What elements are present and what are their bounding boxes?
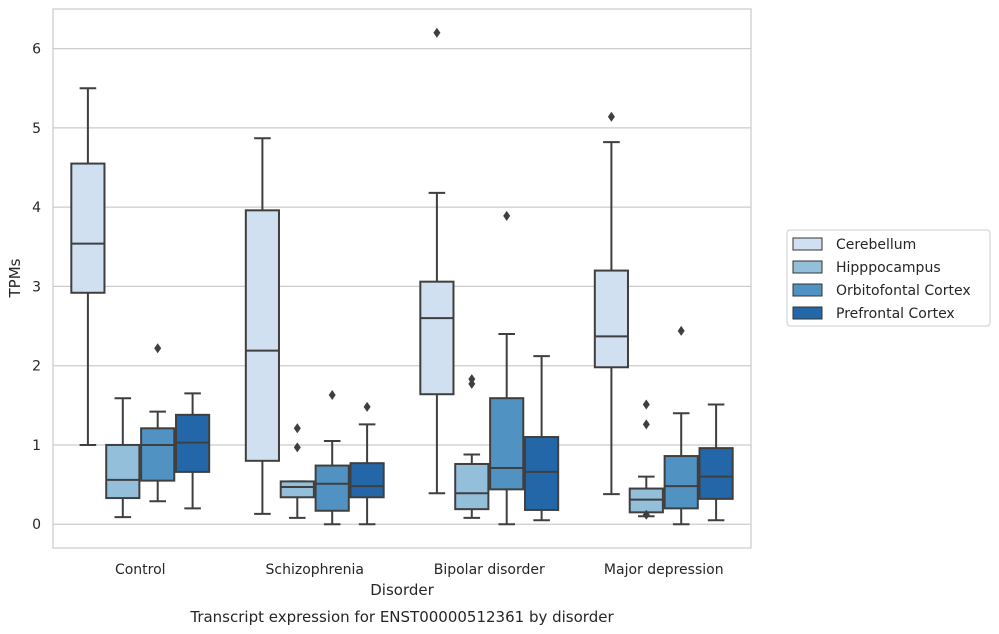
outlier-marker: [468, 374, 476, 385]
box: [489, 397, 525, 491]
y-axis: 0 1 2 3 4 5 6: [32, 42, 41, 534]
y-tick-label: 3: [32, 279, 41, 295]
box: [244, 209, 280, 462]
outlier-marker: [363, 401, 371, 412]
legend-label: Hipppocampus: [836, 260, 941, 276]
legend-label: Orbitofontal Cortex: [836, 283, 971, 299]
x-axis: Control Schizophrenia Bipolar disorder Majo…: [115, 562, 724, 578]
box-orbitofontal-cortex-schizophrenia: [314, 390, 350, 526]
box-orbitofontal-cortex-major-depression: [663, 325, 699, 526]
outlier-marker: [677, 325, 685, 336]
box-orbitofontal-cortex-bipolar-disorder: [489, 210, 525, 526]
outlier-marker: [154, 343, 162, 354]
outlier-marker: [293, 442, 301, 453]
box-prefrontal-cortex-bipolar-disorder: [524, 355, 560, 522]
x-tick-label: Schizophrenia: [266, 562, 364, 578]
legend-swatch: [792, 237, 823, 251]
box-hipppocampus-major-depression: [628, 399, 664, 520]
legend-swatch: [792, 283, 823, 297]
legend-swatch: [792, 306, 823, 320]
box: [698, 447, 734, 500]
x-tick-label: Major depression: [604, 562, 724, 578]
outlier-marker: [607, 111, 615, 122]
x-tick-label: Bipolar disorder: [434, 562, 545, 578]
y-tick-label: 1: [32, 438, 41, 454]
outlier-marker: [642, 419, 650, 430]
y-axis-label: TPMs: [6, 258, 24, 298]
box-cerebellum-schizophrenia: [244, 137, 280, 515]
outlier-marker: [293, 423, 301, 434]
plot-area: [70, 27, 734, 526]
box: [70, 162, 106, 294]
box-prefrontal-cortex-major-depression: [698, 403, 734, 522]
plot-frame: [52, 8, 752, 549]
legend-label: Cerebellum: [836, 237, 916, 253]
box-hipppocampus-schizophrenia: [279, 423, 315, 519]
outlier-marker: [642, 509, 650, 520]
outlier-marker: [328, 390, 336, 401]
box: [279, 480, 315, 499]
y-tick-label: 5: [32, 121, 41, 137]
box: [454, 462, 490, 511]
box-hipppocampus-control: [105, 397, 141, 519]
box-prefrontal-cortex-schizophrenia: [349, 401, 385, 526]
box: [349, 462, 385, 499]
box: [524, 436, 560, 511]
outlier-marker: [503, 210, 511, 221]
legend-label: Prefrontal Cortex: [836, 306, 955, 322]
legend-frame: [786, 229, 991, 327]
y-tick-label: 6: [32, 42, 41, 58]
box-cerebellum-bipolar-disorder: [419, 27, 455, 495]
box-orbitofontal-cortex-control: [140, 343, 176, 503]
y-tick-label: 4: [32, 200, 41, 216]
box: [314, 464, 350, 512]
box-cerebellum-control: [70, 87, 106, 446]
outlier-marker: [642, 399, 650, 410]
box-hipppocampus-bipolar-disorder: [454, 374, 490, 519]
x-axis-label: Disorder: [370, 581, 434, 599]
legend-swatch: [792, 260, 823, 274]
box: [419, 280, 455, 396]
y-tick-label: 2: [32, 359, 41, 375]
outlier-marker: [433, 27, 441, 38]
box: [105, 443, 141, 500]
box-cerebellum-major-depression: [593, 111, 629, 496]
legend: Cerebellum Hipppocampus Orbitofontal Corte…: [786, 229, 991, 327]
chart-title: Transcript expression for ENST0000051236…: [189, 608, 614, 626]
x-tick-label: Control: [115, 562, 166, 578]
box: [663, 455, 699, 510]
y-tick-label: 0: [32, 517, 41, 533]
box-prefrontal-cortex-control: [175, 392, 211, 510]
box: [140, 427, 176, 482]
box: [593, 269, 629, 369]
